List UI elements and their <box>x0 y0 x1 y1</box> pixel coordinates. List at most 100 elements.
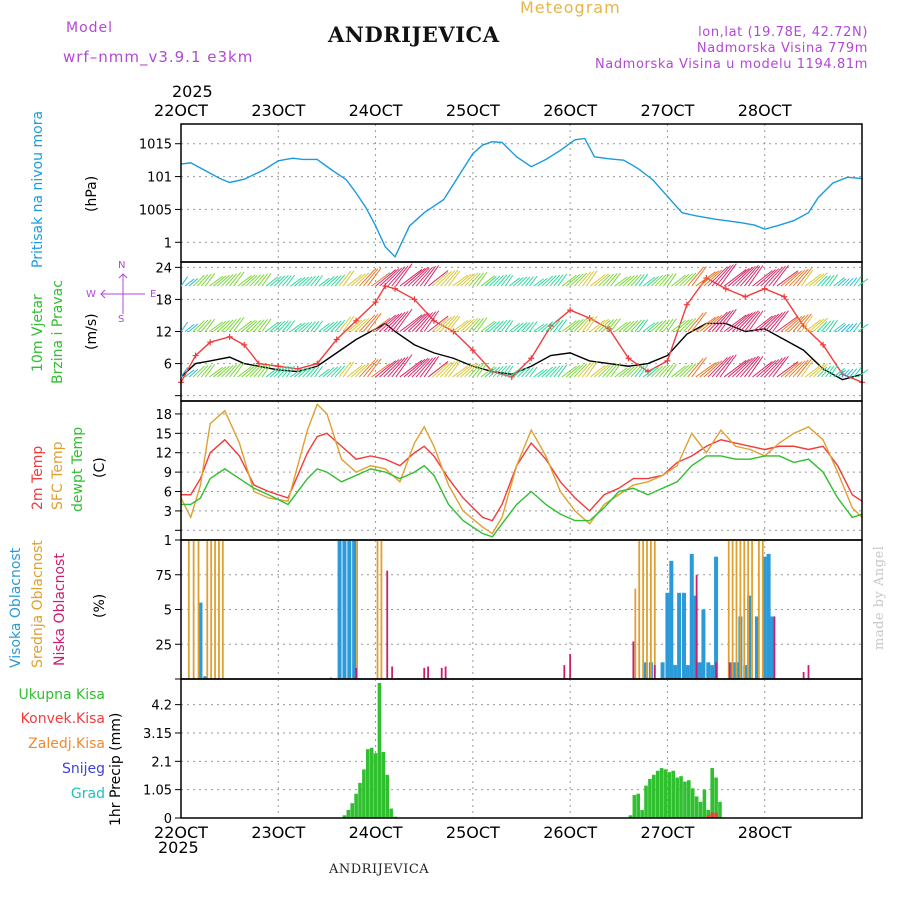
wind-arrow <box>841 278 850 287</box>
bar-visoka <box>762 556 767 679</box>
wind-arrow <box>269 275 282 287</box>
bar-visoka <box>644 662 649 679</box>
gust-marker <box>742 293 749 300</box>
wind-arrow <box>646 276 659 287</box>
wind-arrow <box>646 367 659 378</box>
wind-arrow <box>452 365 469 378</box>
wind-arrow <box>529 321 538 332</box>
wind-arrow <box>310 320 320 332</box>
gust-marker <box>333 336 340 343</box>
legend-konvek: Konvek.Kisa <box>20 711 105 727</box>
bar-ukupna <box>690 788 695 818</box>
wind-arrow <box>444 269 459 287</box>
wind-arrow <box>610 272 621 287</box>
wind-arrow <box>504 320 514 332</box>
wind-arrow <box>590 364 606 378</box>
bar-srednja <box>653 540 656 679</box>
bar-srednja <box>727 540 730 679</box>
y-tick-label: 1015 <box>139 138 172 153</box>
wind-arrow <box>509 368 521 378</box>
wind-arrow <box>261 272 272 287</box>
wind-arrow <box>188 368 199 378</box>
model-name: wrf–nmm_v3.9.1 e3km <box>63 48 254 66</box>
wind-arrow <box>350 273 366 287</box>
bar-niska <box>440 667 443 679</box>
legend-grad: Grad <box>70 786 105 802</box>
bar-niska <box>423 667 426 679</box>
wind-arrow <box>553 274 564 287</box>
wind-arrow <box>792 268 809 287</box>
x-tick-label-top: 26OCT <box>543 101 597 120</box>
wind-arrow <box>687 312 704 332</box>
station-title: ANDRIJEVICA <box>328 22 500 47</box>
wind-arrow <box>346 319 363 332</box>
wind-arrow <box>772 264 789 287</box>
legend-ukupna: Ukupna Kisa <box>18 687 105 703</box>
wind-arrow <box>748 356 764 378</box>
wind-arrow <box>500 274 511 287</box>
gust-marker <box>294 365 301 372</box>
y-tick-label: 5 <box>164 604 172 619</box>
wind-arrow <box>476 362 488 378</box>
y-tick-label: 2.1 <box>151 755 172 770</box>
wind-arrow <box>306 321 316 332</box>
wind-arrow <box>423 310 440 332</box>
bar-visoka <box>681 592 686 679</box>
wind-arrow <box>456 319 472 332</box>
wind-arrow <box>290 368 302 378</box>
wind-arrow <box>825 320 835 332</box>
wind-arrow <box>630 274 642 287</box>
wind-arrow <box>314 365 323 378</box>
wind-arrow <box>594 364 609 378</box>
y-tick-label: 1 <box>164 236 172 251</box>
wind-arrow <box>318 323 330 332</box>
wind-arrow <box>857 323 869 332</box>
wind-arrow <box>577 316 591 332</box>
wind-arrow <box>845 368 854 378</box>
wind-arrow <box>675 364 690 378</box>
wind-arrow <box>476 317 488 332</box>
wind-arrow <box>800 315 814 332</box>
wind-arrow <box>533 278 544 287</box>
wind-arrow <box>537 323 548 332</box>
wind-arrow <box>825 365 835 378</box>
wind-arrow <box>662 364 674 378</box>
wind-arrow <box>748 310 764 332</box>
wind-arrow <box>415 312 434 332</box>
wind-arrow <box>675 273 690 287</box>
wind-arrow <box>261 318 272 332</box>
wind-arrow <box>537 277 548 287</box>
wind-arrow <box>294 322 306 332</box>
wind-arrow <box>496 274 508 287</box>
wind-arrow <box>265 321 279 332</box>
wind-arrow <box>427 361 449 378</box>
wind-arrow <box>209 276 223 287</box>
wind-arrow <box>245 365 258 378</box>
wind-arrow <box>804 273 822 287</box>
year-bottom: 2025 <box>158 838 199 857</box>
y-tick-label: 101 <box>147 171 172 186</box>
y-tick-label: 25 <box>155 638 172 653</box>
wind-arrow <box>740 310 759 332</box>
wind-arrow <box>691 357 707 378</box>
model-elevation-text: Nadmorska Visina u modelu 1194.81m <box>594 57 868 72</box>
wind-arrow <box>768 356 786 378</box>
wind-arrow <box>277 320 289 332</box>
wind-arrow <box>699 361 720 378</box>
wind-arrow <box>557 319 568 332</box>
wind-arrow <box>541 321 554 332</box>
wind-arrow <box>403 358 426 378</box>
wind-arrow <box>395 308 413 332</box>
wind-arrow <box>667 363 677 378</box>
wind-arrow <box>326 321 339 332</box>
wind-arrow <box>184 278 195 287</box>
wind-arrow <box>192 365 205 378</box>
y-tick-label: 9 <box>164 466 172 481</box>
bar-srednja <box>646 540 648 679</box>
wind-arrow <box>237 365 253 378</box>
bar-srednja <box>649 540 652 679</box>
compass-e: E <box>150 289 157 300</box>
bar-ukupna <box>350 803 355 818</box>
wind-arrow <box>671 320 686 332</box>
bar-ukupna <box>714 777 718 818</box>
